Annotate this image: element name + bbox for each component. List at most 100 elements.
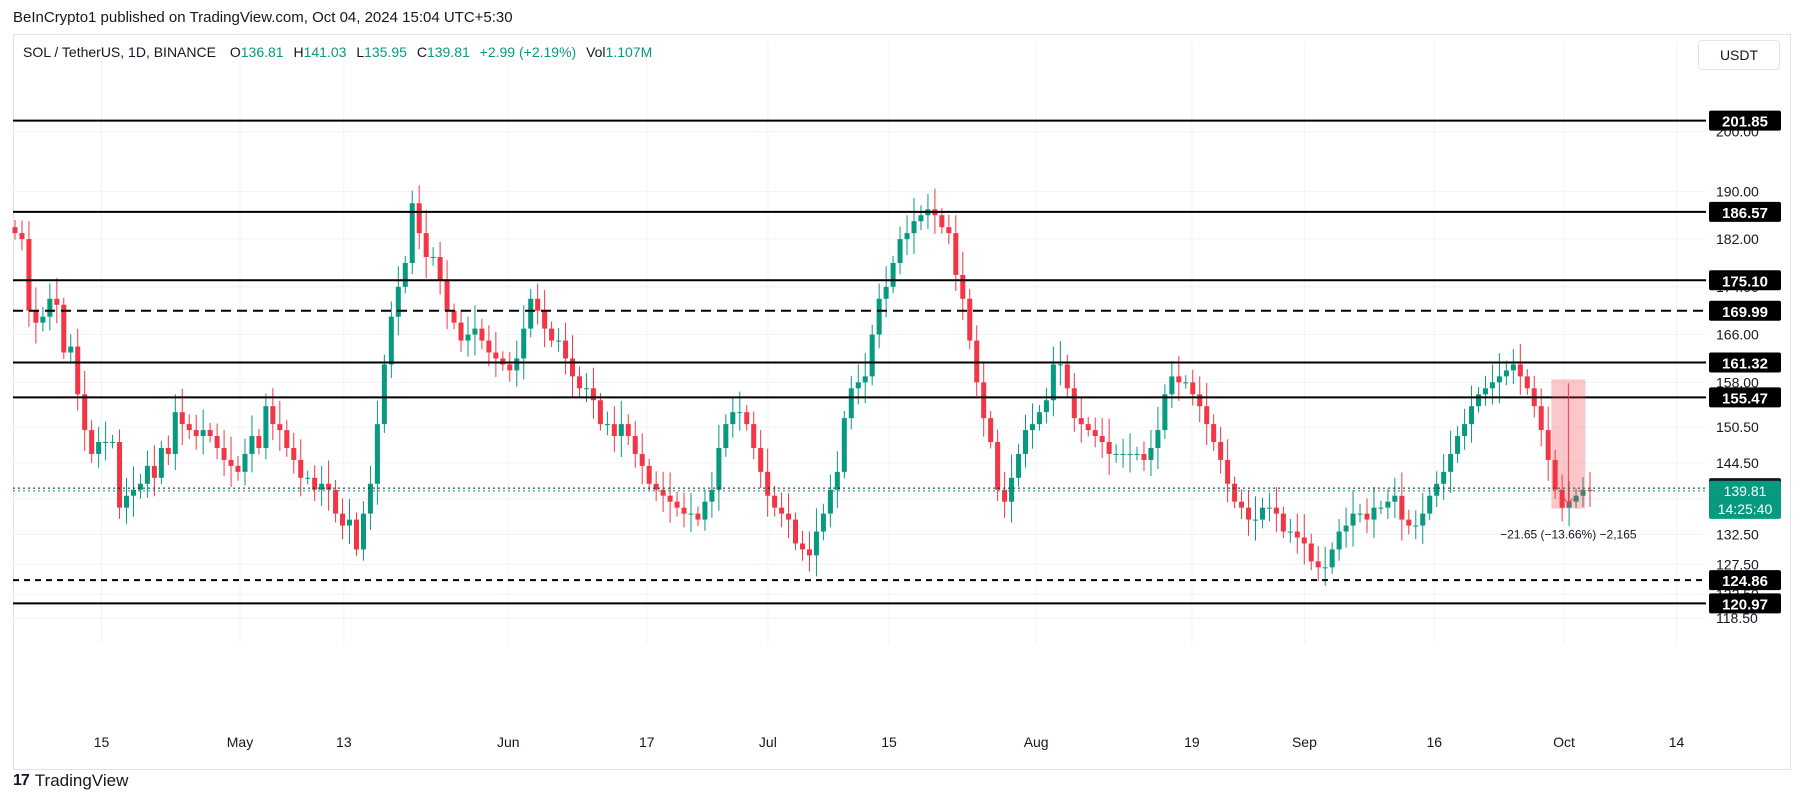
measure-arrowhead [1563,498,1573,506]
candle-body [144,465,150,484]
candle-body [1085,424,1091,431]
candle-body [1385,501,1391,508]
candle-body [514,358,520,371]
candle-body [744,412,750,425]
time-tick-label: Jul [759,734,777,750]
candle-body [918,215,924,222]
candle-body [179,412,185,425]
candle-body [214,436,220,448]
symbol-title[interactable]: SOL / TetherUS, 1D, BINANCE [23,44,216,60]
candle-body [883,286,889,299]
candle-body [347,519,353,526]
candle-body [500,358,506,365]
candle-body [151,465,157,478]
candle-body [786,513,792,520]
candle-body [19,233,25,240]
price-axis: 118.50122.50127.50132.50138.50144.50150.… [1716,124,1759,626]
candle-body [813,531,819,556]
price-tick-label: 190.00 [1716,183,1759,199]
candle-body [333,489,339,514]
candle-body [228,459,234,466]
candle-body [855,382,861,389]
symbol-legend: SOL / TetherUS, 1D, BINANCE O136.81 H141… [23,44,658,60]
measure-label: −21.65 (−13.66%) −2,165 [1500,528,1637,542]
candle-body [96,442,102,454]
level-label-box [1709,201,1781,222]
candle-body [1197,394,1203,407]
candle-body [1441,471,1447,484]
candle-body [1246,507,1252,520]
candle-body [1357,513,1363,515]
candle-body [1287,531,1293,533]
candle-body [583,388,589,390]
open-value: 136.81 [240,44,284,60]
candle-body [1378,507,1384,509]
candle-body [451,310,457,323]
candle-body [1315,561,1321,568]
candle-body [674,501,680,508]
candle-body [1427,495,1433,514]
candle-body [1057,364,1063,366]
candle-body [1559,489,1565,508]
candle-body [1343,525,1349,532]
time-tick-label: 14 [1669,734,1685,750]
candle-body [47,298,53,317]
candle-body [730,412,736,425]
candle-body [130,489,136,496]
candle-body [1301,537,1307,544]
candle-body [61,304,67,353]
candle-body [186,424,192,431]
candle-body [249,436,255,454]
candle-body [1009,477,1015,502]
candle-body [409,203,415,263]
candle-body [1517,364,1523,377]
level-label: 124.86 [1722,573,1768,590]
tradingview-brand[interactable]: TradingView [34,771,129,790]
candle-body [1232,483,1238,502]
candle-body [200,430,206,437]
candle-body [751,424,757,448]
price-tick-label: 144.50 [1716,455,1759,471]
candle-body [806,549,812,556]
high-label: H [293,44,304,60]
candle-body [1469,406,1475,425]
candle-body [765,471,771,496]
candle-body [876,298,882,335]
candle-body [563,340,569,359]
time-tick-label: May [227,734,253,750]
candle-body [841,418,847,472]
candle-body [1406,519,1412,526]
candle-body [1120,453,1126,455]
candle-body [1545,430,1551,460]
candle-body [26,239,32,311]
candle-body [1538,406,1544,431]
candle-body [981,382,987,419]
level-label: 169.99 [1722,304,1768,321]
close-label: C [416,44,427,60]
candle-body [1036,412,1042,425]
candle-body [1016,453,1022,478]
time-tick-label: Jun [497,734,520,750]
candle-body [270,406,276,425]
candle-body [1455,436,1461,454]
candle-body [110,442,116,444]
candle-body [256,436,262,448]
candle-body [12,227,18,234]
candle-body [207,430,213,437]
candle-body [277,424,283,431]
candle-body [549,328,555,341]
currency-button[interactable]: USDT [1698,40,1780,70]
candle-body [1413,525,1419,527]
level-label: 201.85 [1722,114,1768,131]
candle-body [1266,507,1272,509]
low-label: L [356,44,365,60]
candle-body [1092,430,1098,437]
candle-body [702,501,708,520]
candle-body [1524,376,1530,389]
candle-body [1434,483,1440,496]
candle-body [1350,513,1356,526]
candle-body [660,489,666,496]
candle-body [1183,382,1189,384]
candle-body [1294,531,1300,538]
